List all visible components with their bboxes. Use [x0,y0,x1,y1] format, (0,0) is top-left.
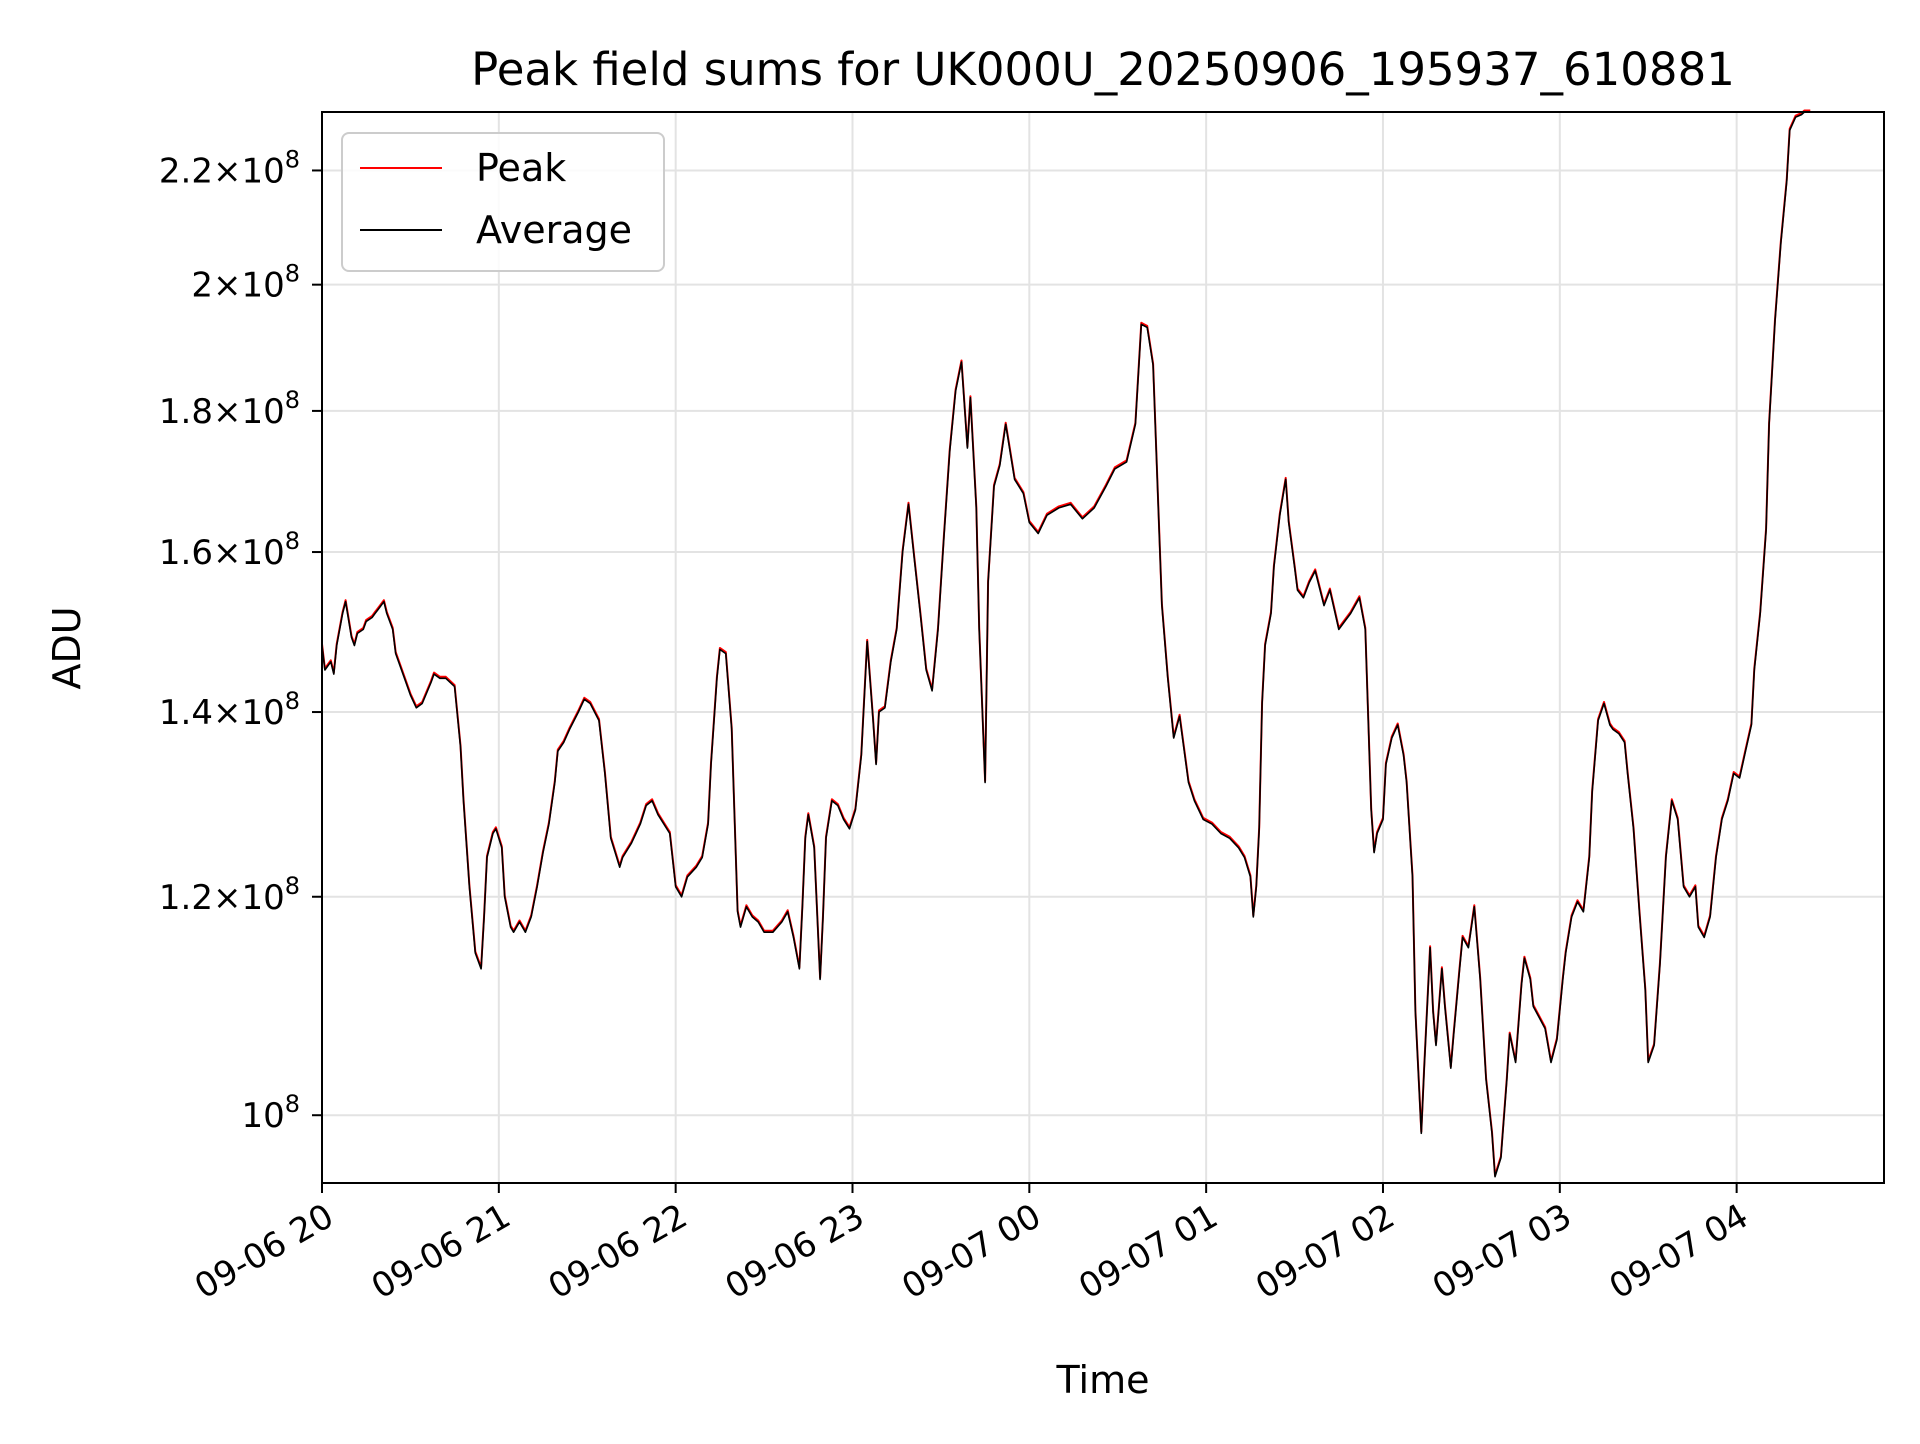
y-tick-label-exponent: 8 [285,260,300,288]
y-tick-label-base: 1.8×10 [159,392,285,432]
y-tick-label-exponent: 8 [285,687,300,715]
grid-lines [321,112,1884,1183]
y-tick-label-exponent: 8 [285,1090,300,1118]
y-tick-label: 1.2×108 [159,872,300,918]
y-tick-label-exponent: 8 [285,527,300,555]
legend-label-peak: Peak [476,146,566,190]
y-tick-label: 108 [241,1090,300,1136]
y-tick-label-exponent: 8 [285,386,300,414]
legend-label-average: Average [476,208,632,252]
y-axis-label: ADU [45,606,89,689]
y-tick-label-exponent: 8 [285,872,300,900]
y-tick-label-base: 1.2×10 [159,878,285,918]
y-tick-label: 2.2×108 [159,145,300,191]
y-tick-label: 1.6×108 [159,527,300,573]
y-tick-label-base: 1.4×10 [159,693,285,733]
y-tick-label-base: 2.2×10 [159,151,285,191]
chart-title: Peak field sums for UK000U_20250906_1959… [471,43,1735,96]
x-axis-label: Time [1056,1358,1150,1402]
series-line-average [321,111,1811,1178]
y-tick-label-base: 10 [241,1096,284,1136]
y-tick-label: 1.8×108 [159,386,300,432]
series-lines [321,109,1811,1178]
y-tick-label: 2×108 [191,260,300,306]
plot-frame [321,111,1885,1184]
y-tick-label-exponent: 8 [285,145,300,173]
y-tick-label: 1.4×108 [159,687,300,733]
legend: Peak Average [341,132,665,272]
y-tick-label-base: 1.6×10 [159,533,285,573]
y-tick-label-base: 2×10 [191,266,284,306]
